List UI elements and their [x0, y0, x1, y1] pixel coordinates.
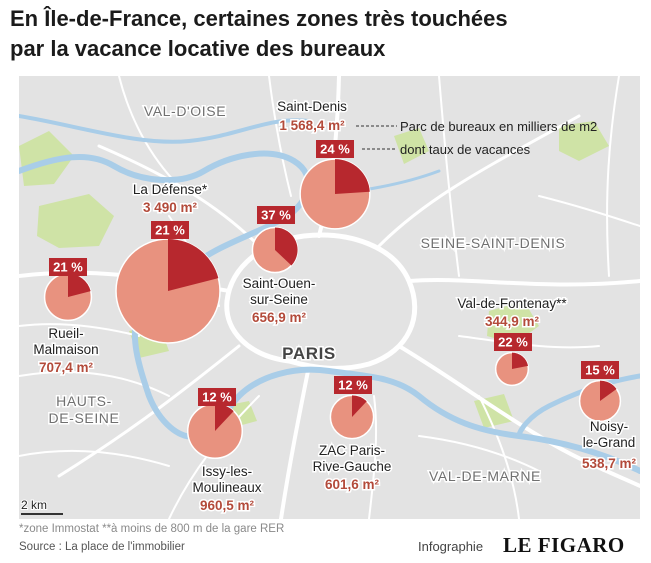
- legend-stock-label: Parc de bureaux en milliers de m2: [400, 119, 597, 134]
- vacancy-label: 21 %: [155, 223, 185, 238]
- legend: Parc de bureaux en milliers de m2 dont ta…: [356, 119, 597, 157]
- zone-stock: 538,7 m²: [582, 456, 637, 471]
- vacancy-badge: [198, 388, 236, 406]
- zone-stock: 1 568,4 m²: [279, 118, 345, 133]
- street: [19, 449, 170, 467]
- scale-label: 2 km: [21, 498, 47, 512]
- street: [438, 76, 460, 277]
- street: [368, 395, 378, 519]
- vacancy-wedge: [275, 227, 298, 266]
- zone-stock: 960,5 m²: [200, 498, 255, 513]
- vacancy-badge: [151, 221, 189, 239]
- vacancy-badge: [257, 206, 295, 224]
- street: [538, 195, 640, 227]
- vacancy-label: 37 %: [261, 208, 291, 223]
- street: [118, 76, 180, 187]
- zone-3: 21 % Rueil-Malmaison 707,4 m²: [32, 258, 100, 377]
- vacancy-wedge: [168, 239, 219, 291]
- chart-title: En Île-de-France, certaines zones très t…: [10, 4, 640, 64]
- street: [97, 144, 261, 248]
- vacancy-label: 22 %: [498, 335, 528, 350]
- street: [279, 364, 311, 519]
- park-area: [19, 131, 74, 186]
- region-label: PARIS: [282, 344, 336, 363]
- street: [418, 435, 540, 472]
- scale-bar: 2 km: [20, 497, 63, 515]
- street: [377, 114, 581, 248]
- vacancy-label: 21 %: [53, 260, 83, 275]
- zone-1: 21 % La Défense* 3 490 m²: [115, 181, 221, 344]
- zone-stock: 656,9 m²: [252, 310, 307, 325]
- rivers-layer: [19, 114, 640, 474]
- zone-4: 22 % Val-de-Fontenay** 344,9 m²: [456, 295, 569, 387]
- street: [407, 277, 640, 287]
- vacancy-label: 15 %: [585, 363, 615, 378]
- zone-name: Noisy-le-Grand: [583, 419, 636, 450]
- zone-stock: 3 490 m²: [143, 200, 198, 215]
- vacancy-badge: [49, 258, 87, 276]
- vacancy-badge: [316, 140, 354, 158]
- vacancy-wedge: [68, 273, 91, 297]
- zone-stock: 344,9 m²: [485, 314, 540, 329]
- credit-prefix: Infographie: [418, 539, 484, 554]
- street: [19, 323, 140, 337]
- marne-river: [516, 373, 640, 439]
- park-area: [559, 121, 609, 161]
- zone-0: 24 % Saint-Denis 1 568,4 m²: [276, 98, 371, 230]
- zone-stock: 601,6 m²: [325, 477, 380, 492]
- map-svg: 2 km VAL-D'OISE SEINE-SAINT-DENIS PARIS HAU…: [19, 76, 640, 519]
- seine-river: [19, 150, 640, 474]
- zone-2: 37 % Saint-Ouen-sur-Seine 656,9 m²: [241, 206, 317, 327]
- zone-6: 12 % ZAC Paris-Rive-Gauche 601,6 m²: [311, 376, 393, 494]
- oise-canal: [19, 114, 311, 144]
- zone-7: 15 % Noisy-le-Grand 538,7 m²: [578, 361, 638, 473]
- zone-name: Rueil-Malmaison: [33, 326, 98, 357]
- le-figaro-logo: LE FIGARO: [503, 533, 625, 557]
- park-area: [37, 194, 114, 248]
- zone-name: Saint-Denis: [277, 99, 347, 114]
- street: [57, 344, 241, 478]
- title-line-2: par la vacance locative des bureaux: [10, 36, 386, 61]
- zone-name: La Défense*: [133, 182, 208, 197]
- vacancy-badge: [581, 361, 619, 379]
- street: [19, 371, 170, 397]
- region-labels: VAL-D'OISE SEINE-SAINT-DENIS PARIS HAUTS-DE…: [47, 102, 566, 486]
- zone-name: Issy-les-Moulineaux: [192, 464, 261, 495]
- title-line-1: En Île-de-France, certaines zones très t…: [10, 6, 508, 31]
- park-area: [394, 128, 429, 164]
- region-label: SEINE-SAINT-DENIS: [421, 235, 566, 251]
- region-label: VAL-DE-MARNE: [429, 468, 541, 484]
- vacancy-wedge: [215, 403, 234, 431]
- vacancy-label: 24 %: [320, 142, 350, 157]
- zone-stock: 707,4 m²: [39, 360, 94, 375]
- region-label: VAL-D'OISE: [144, 103, 226, 119]
- source-note: Source : La place de l'immobilier: [19, 541, 185, 553]
- zone-name: Val-de-Fontenay**: [457, 296, 567, 311]
- zone-5: 12 % Issy-les-Moulineaux 960,5 m²: [186, 388, 263, 515]
- vacancy-badge: [334, 376, 372, 394]
- zones-layer: 24 % Saint-Denis 1 568,4 m² 21 % La Défense*…: [32, 98, 638, 515]
- vacancy-label: 12 %: [338, 378, 368, 393]
- ring-road: [224, 232, 418, 371]
- region-label: HAUTS-DE-SEINE: [49, 393, 120, 426]
- vacancy-badge: [494, 333, 532, 351]
- zone-name: ZAC Paris-Rive-Gauche: [313, 443, 392, 474]
- vacancy-wedge: [512, 352, 529, 369]
- street: [606, 76, 620, 277]
- zone-name: Saint-Ouen-sur-Seine: [243, 276, 316, 307]
- vacancy-label: 12 %: [202, 390, 232, 405]
- vacancy-wedge: [600, 380, 617, 401]
- street: [268, 76, 292, 197]
- footnote: *zone Immostat **à moins de 800 m de la …: [19, 523, 285, 535]
- vacancy-wedge: [335, 159, 370, 194]
- legend-rate-label: dont taux de vacances: [400, 142, 531, 157]
- map-panel: 2 km VAL-D'OISE SEINE-SAINT-DENIS PARIS HAU…: [19, 76, 640, 519]
- vacancy-wedge: [352, 395, 367, 417]
